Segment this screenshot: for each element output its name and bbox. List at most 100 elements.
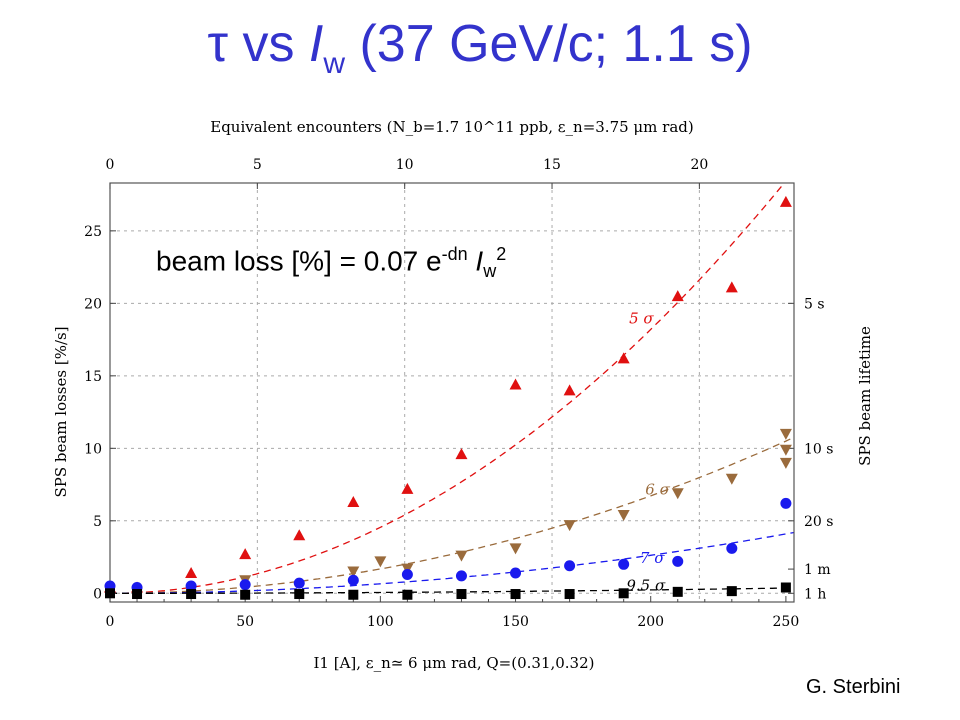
- top-tick-label: 10: [396, 157, 414, 173]
- top-tick-label: 0: [106, 157, 115, 173]
- data-point-square: [510, 589, 521, 600]
- axis-labels: Equivalent encounters (N_b=1.7 10^11 ppb…: [52, 118, 874, 672]
- curve-label: 9.5 σ: [626, 576, 666, 594]
- x-tick-label: 0: [106, 614, 115, 630]
- data-point-square: [456, 589, 467, 600]
- y-tick-label: 15: [84, 369, 102, 385]
- right-tick-label: 5 s: [804, 296, 825, 312]
- x-tick-label: 250: [773, 614, 800, 630]
- curve-label: 6 σ: [645, 481, 670, 499]
- fit-curve: [110, 436, 795, 594]
- data-point-circle: [455, 570, 467, 582]
- data-point-triangle-down: [509, 543, 522, 555]
- data-point-triangle-down: [374, 556, 387, 568]
- right-tick-label: 1 h: [804, 586, 826, 602]
- data-point-triangle-up: [293, 529, 306, 541]
- author-credit: G. Sterbini: [806, 676, 901, 698]
- formula-square: 2: [496, 244, 507, 264]
- y-tick-label: 20: [84, 296, 102, 312]
- y-tick-label: 5: [93, 514, 102, 530]
- data-point-circle: [510, 567, 522, 579]
- data-point-triangle-up: [725, 281, 738, 293]
- x-tick-label: 200: [637, 614, 664, 630]
- right-tick-label: 20 s: [804, 514, 833, 530]
- data-point-square: [402, 589, 413, 600]
- fit-formula: beam loss [%] = 0.07 e-dn Iw2: [156, 244, 506, 282]
- data-point-circle: [564, 560, 576, 572]
- tau-symbol: τ: [207, 15, 228, 73]
- data-point-square: [726, 586, 737, 597]
- data-point-triangle-up: [779, 195, 792, 207]
- data-point-square: [240, 589, 251, 600]
- fit-curve: [110, 531, 795, 594]
- data-point-triangle-up: [617, 352, 630, 364]
- data-point-circle: [293, 577, 305, 589]
- title-I: I: [308, 15, 324, 73]
- data-point-triangle-down: [347, 566, 360, 578]
- data-point-triangle-down: [779, 457, 792, 469]
- data-point-triangle-down: [779, 428, 792, 440]
- x-tick-label: 50: [236, 614, 254, 630]
- y-tick-label: 25: [84, 224, 102, 240]
- curve-label: 5 σ: [629, 310, 654, 328]
- data-point-square: [672, 586, 683, 597]
- curve-label: 7 σ: [640, 549, 665, 567]
- title-rest: (37 GeV/c; 1.1 s): [345, 15, 753, 73]
- data-point-square: [294, 589, 305, 600]
- data-point-triangle-up: [671, 290, 684, 302]
- right-tick-label: 1 m: [804, 562, 831, 578]
- data-point-triangle-down: [725, 473, 738, 485]
- x-tick-label: 100: [367, 614, 394, 630]
- top-axis-label: Equivalent encounters (N_b=1.7 10^11 ppb…: [210, 118, 694, 136]
- formula-prefix: beam loss [%] = 0.07 e: [156, 245, 442, 277]
- data-point-circle: [185, 580, 197, 592]
- data-point-triangle-down: [779, 444, 792, 456]
- data-point-triangle-up: [509, 378, 522, 390]
- plot-border: [109, 182, 795, 603]
- y-tick-label: 10: [84, 441, 102, 457]
- x-tick-label: 150: [502, 614, 529, 630]
- data-point-triangle-up: [455, 448, 468, 460]
- data-point-triangle-up: [347, 495, 360, 507]
- data-point-square: [186, 589, 197, 600]
- title-w-subscript: w: [323, 47, 346, 80]
- y-axis-label: SPS beam losses [%/s]: [52, 326, 70, 497]
- top-tick-label: 20: [690, 157, 708, 173]
- data-point-triangle-down: [671, 488, 684, 500]
- data-point-square: [780, 582, 791, 593]
- right-axis-label: SPS beam lifetime: [856, 326, 874, 466]
- data-point-circle: [672, 555, 684, 567]
- data-point-circle: [347, 574, 359, 586]
- x-axis-label: I1 [A], ε_n≃ 6 μm rad, Q=(0.31,0.32): [313, 654, 594, 672]
- data-point-triangle-down: [455, 550, 468, 562]
- data-point-square: [132, 589, 143, 600]
- slide-title: τ vs Iw (37 GeV/c; 1.1 s): [0, 12, 960, 96]
- data-points: [104, 195, 792, 600]
- top-tick-label: 5: [253, 157, 262, 173]
- data-point-triangle-up: [185, 567, 198, 579]
- formula-I: I: [467, 245, 484, 277]
- title-vs: vs: [228, 15, 309, 73]
- data-point-square: [564, 589, 575, 600]
- data-point-square: [348, 589, 359, 600]
- fit-curves: 5 σ 6 σ 7 σ 9.5 σ: [110, 183, 795, 594]
- formula-exponent: -dn: [441, 244, 468, 264]
- data-point-triangle-up: [401, 482, 414, 494]
- data-point-square: [105, 588, 115, 599]
- data-point-circle: [726, 542, 738, 554]
- right-tick-label: 10 s: [804, 441, 833, 457]
- data-point-triangle-up: [563, 384, 576, 396]
- data-point-circle: [618, 558, 630, 570]
- data-point-circle: [401, 568, 413, 580]
- fit-curve: [110, 183, 784, 594]
- y-tick-label: 0: [93, 586, 102, 602]
- data-point-triangle-up: [239, 548, 252, 560]
- data-point-triangle-down: [617, 510, 630, 522]
- data-point-circle: [239, 579, 251, 591]
- formula-subscript: w: [483, 260, 497, 281]
- top-tick-label: 15: [543, 157, 561, 173]
- data-point-square: [618, 588, 629, 599]
- data-point-circle: [780, 497, 792, 509]
